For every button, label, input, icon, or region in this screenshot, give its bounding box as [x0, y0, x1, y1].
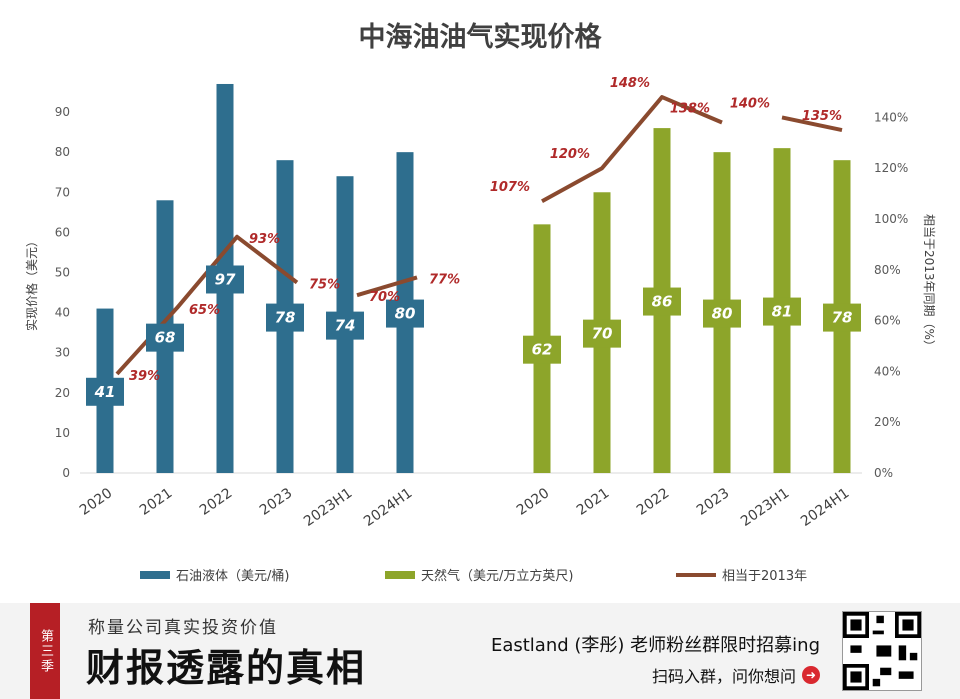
value-label-box: [703, 299, 741, 328]
category-label: 2023: [257, 485, 295, 519]
right-tick-label: 80%: [874, 263, 901, 277]
pct-label: 120%: [550, 147, 590, 162]
value-label: 86: [652, 293, 673, 311]
right-tick-label: 20%: [874, 415, 901, 429]
category-label: 2020: [77, 485, 115, 519]
left-tick-label: 0: [62, 466, 70, 480]
left-tick-label: 10: [55, 426, 70, 440]
gas-pct-line: [781, 115, 843, 133]
category-label: 2024H1: [798, 485, 852, 530]
banner-subtitle: 称量公司真实投资价值: [88, 618, 278, 638]
value-label-box: [823, 303, 861, 332]
chart-legend: 石油液体（美元/桶) 天然气（美元/万立方英尺) 相当于2013年: [140, 568, 807, 584]
category-label: 2021: [574, 485, 612, 519]
left-tick-label: 70: [55, 185, 70, 199]
pct-label: 140%: [730, 96, 770, 111]
value-label: 70: [592, 325, 613, 343]
legend-swatch: [140, 571, 170, 579]
pct-label: 75%: [309, 278, 340, 293]
season-tag: 第三季: [30, 603, 60, 699]
legend-label: 石油液体（美元/桶): [176, 569, 289, 584]
value-label-box: [523, 335, 561, 364]
oil-pct-line: [356, 275, 418, 298]
left-tick-label: 40: [55, 306, 70, 320]
pct-label: 107%: [490, 180, 530, 195]
category-label: 2023H1: [738, 485, 792, 530]
left-axis-title: 实现价格（美元）: [24, 235, 39, 331]
promo-banner: 第三季 称量公司真实投资价值 财报透露的真相 Eastland (李彤) 老师粉…: [0, 603, 960, 699]
value-label: 97: [215, 270, 236, 288]
value-label-box: [386, 299, 424, 328]
pct-label: 65%: [189, 303, 220, 318]
banner-recruit-text: Eastland (李彤) 老师粉丝群限时招募ing: [490, 635, 820, 656]
category-label: 2023H1: [301, 485, 355, 530]
right-tick-label: 40%: [874, 364, 901, 378]
right-tick-label: 140%: [874, 110, 908, 124]
right-axis-title: 相当于2013年同期（%）: [922, 214, 936, 352]
value-label: 80: [395, 305, 416, 323]
legend-label: 相当于2013年: [722, 569, 807, 584]
category-label: 2020: [514, 485, 552, 519]
category-label: 2022: [197, 485, 235, 519]
pct-label: 93%: [249, 232, 280, 247]
gas-pct-line: [541, 95, 723, 203]
value-label: 78: [832, 309, 853, 327]
value-label-box: [643, 287, 681, 316]
price-chart: 中海油油气实现价格 0 10 20 30 40 50 60 70 80 90 0% 20% 40% 60%…: [24, 21, 936, 584]
value-label: 68: [155, 329, 176, 347]
pct-label: 135%: [802, 109, 842, 124]
value-label-box: [583, 319, 621, 348]
value-label: 62: [532, 341, 553, 359]
category-label: 2022: [634, 485, 672, 519]
category-label: 2021: [137, 485, 175, 519]
left-tick-label: 80: [55, 145, 70, 159]
right-tick-label: 100%: [874, 212, 908, 226]
pct-label: 39%: [129, 369, 160, 384]
left-tick-label: 30: [55, 346, 70, 360]
banner-main-title: 财报透露的真相: [86, 645, 367, 690]
legend-swatch: [385, 571, 415, 579]
banner-scan-label: 扫码入群，问你想问: [651, 667, 796, 686]
left-tick-label: 50: [55, 265, 70, 279]
value-label-box: [763, 297, 801, 326]
value-label-box: [146, 323, 184, 352]
value-label-box: [326, 311, 364, 340]
left-tick-label: 20: [55, 386, 70, 400]
value-label: 74: [335, 317, 356, 335]
chart-title: 中海油油气实现价格: [359, 21, 603, 53]
value-label: 81: [772, 303, 793, 321]
legend-label: 天然气（美元/万立方英尺): [421, 568, 573, 584]
pct-label: 70%: [369, 290, 400, 305]
left-tick-label: 90: [55, 105, 70, 119]
value-label: 41: [94, 383, 116, 401]
qr-code-icon[interactable]: [842, 611, 922, 691]
value-label: 78: [275, 309, 296, 327]
value-label-box: [86, 377, 124, 406]
banner-scan-text[interactable]: 扫码入群，问你想问 ➜: [652, 663, 820, 687]
legend-swatch: [676, 573, 716, 577]
right-tick-label: 60%: [874, 314, 901, 328]
pct-label: 138%: [670, 101, 710, 116]
value-label-box: [266, 303, 304, 332]
pct-label: 148%: [610, 76, 650, 91]
left-tick-label: 60: [55, 225, 70, 239]
chart-axes: 0 10 20 30 40 50 60 70 80 90 0% 20% 40% 60% 80% 100% 120…: [24, 105, 936, 480]
category-label: 2023: [694, 485, 732, 519]
pct-label: 77%: [429, 272, 460, 287]
value-label: 80: [712, 305, 733, 323]
arrow-right-icon[interactable]: ➜: [802, 666, 820, 684]
category-label: 2024H1: [361, 485, 415, 530]
right-tick-label: 0%: [874, 466, 893, 480]
value-label-box: [206, 265, 244, 294]
right-tick-label: 120%: [874, 161, 908, 175]
